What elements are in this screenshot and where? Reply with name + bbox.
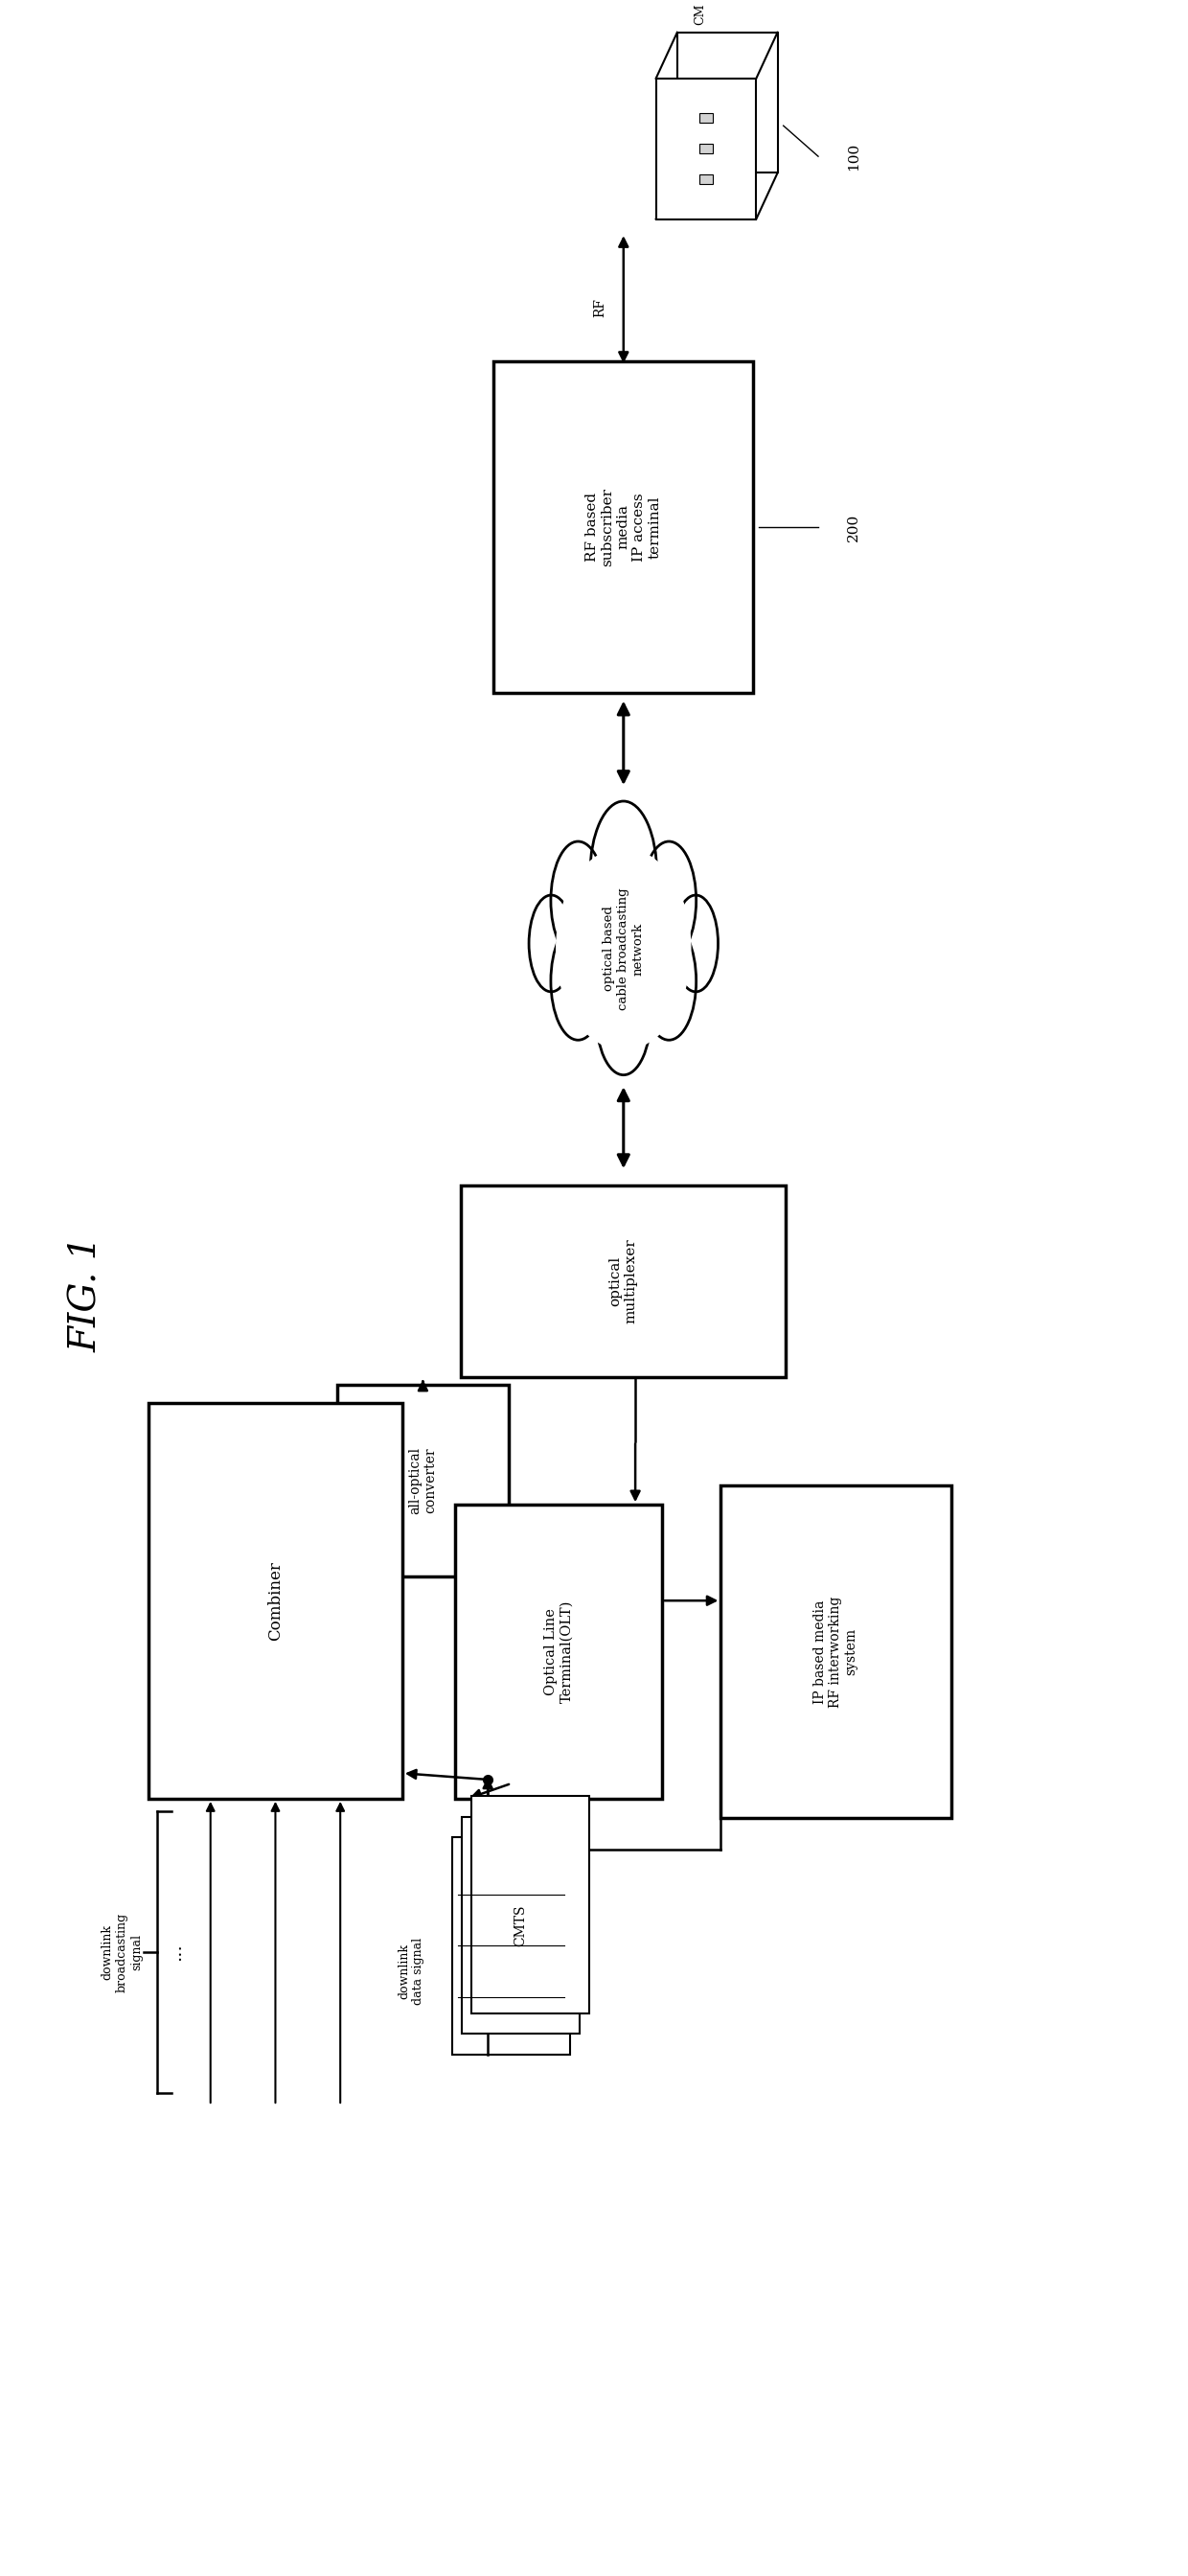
Text: downlink
broadcasting
signal: downlink broadcasting signal (101, 1911, 143, 1991)
Circle shape (674, 894, 718, 992)
Bar (494, 361, 753, 693)
Bar (453, 1837, 570, 2056)
Text: CM: CM (694, 3, 707, 26)
Circle shape (551, 922, 606, 1041)
Ellipse shape (546, 835, 701, 1064)
Bar (455, 1504, 662, 1798)
Text: RF based
subscriber
media
IP access
terminal: RF based subscriber media IP access term… (586, 487, 662, 567)
Bar (677, 33, 777, 173)
Bar (472, 1795, 589, 2014)
Text: optical based
cable broadcasting
network: optical based cable broadcasting network (602, 889, 644, 1010)
Circle shape (590, 801, 657, 945)
Circle shape (642, 922, 696, 1041)
Text: Combiner: Combiner (267, 1561, 284, 1641)
Circle shape (529, 894, 574, 992)
Text: RF: RF (593, 299, 607, 317)
Bar (699, 144, 713, 155)
Bar (337, 1386, 508, 1577)
Text: ...: ... (166, 1942, 184, 1960)
Bar (656, 77, 757, 219)
Bar (462, 1816, 580, 2035)
Text: 200: 200 (847, 513, 860, 541)
Bar (721, 1486, 950, 1819)
Circle shape (551, 842, 606, 958)
Text: IP based media
RF interworking
system: IP based media RF interworking system (814, 1597, 858, 1708)
Text: FIG. 1: FIG. 1 (69, 1236, 105, 1352)
Text: optical
multiplexer: optical multiplexer (609, 1239, 638, 1324)
Text: downlink
data signal: downlink data signal (398, 1937, 424, 2004)
Circle shape (642, 842, 696, 958)
Text: 100: 100 (847, 142, 860, 170)
Text: all-optical
converter: all-optical converter (409, 1448, 437, 1515)
Ellipse shape (556, 848, 690, 1048)
Bar (699, 113, 713, 124)
Bar (461, 1185, 785, 1378)
Text: CMTS: CMTS (514, 1904, 527, 1945)
Circle shape (596, 956, 651, 1074)
Bar (699, 175, 713, 185)
Text: Optical Line
Terminal(OLT): Optical Line Terminal(OLT) (544, 1600, 573, 1703)
Bar (148, 1401, 403, 1798)
